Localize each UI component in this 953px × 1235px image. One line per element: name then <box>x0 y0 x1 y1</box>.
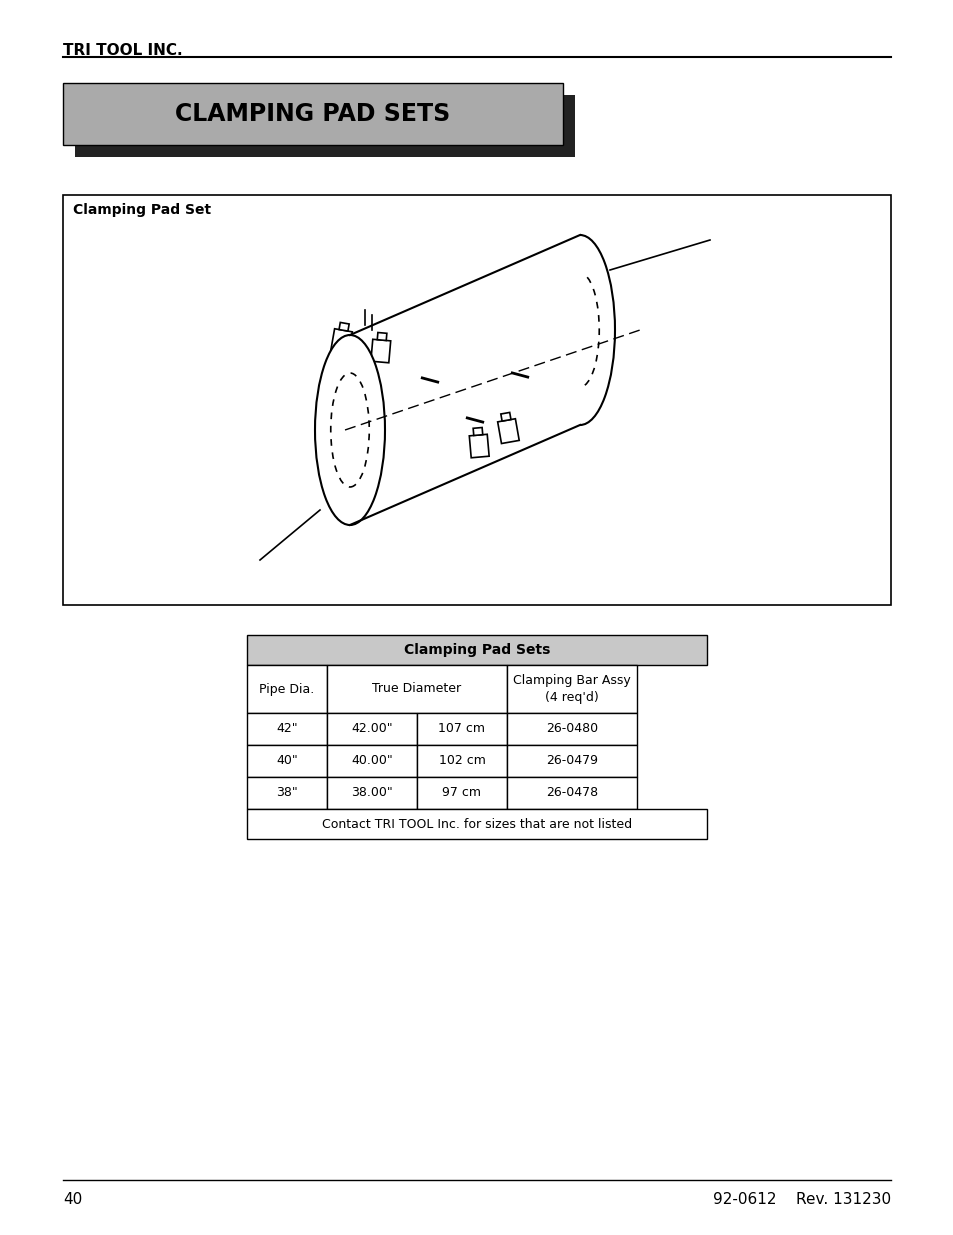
Bar <box>327 664 506 713</box>
Text: True Diameter: True Diameter <box>372 683 461 695</box>
Bar <box>338 322 349 331</box>
Bar <box>500 412 511 421</box>
Bar <box>247 745 327 777</box>
Bar <box>247 713 327 745</box>
Text: 97 cm: 97 cm <box>442 787 481 799</box>
Bar <box>416 713 506 745</box>
Bar <box>247 809 706 839</box>
Bar <box>327 777 416 809</box>
Text: 92-0612    Rev. 131230: 92-0612 Rev. 131230 <box>712 1192 890 1207</box>
Text: 38.00": 38.00" <box>351 787 393 799</box>
Text: 42": 42" <box>276 722 297 736</box>
Text: TRI TOOL INC.: TRI TOOL INC. <box>63 43 182 58</box>
Bar <box>331 329 352 353</box>
Text: CLAMPING PAD SETS: CLAMPING PAD SETS <box>175 103 450 126</box>
Bar <box>506 664 637 713</box>
Text: 42.00": 42.00" <box>351 722 393 736</box>
Bar <box>247 777 327 809</box>
Bar <box>327 745 416 777</box>
Bar <box>376 332 387 341</box>
Text: Clamping Pad Sets: Clamping Pad Sets <box>403 643 550 657</box>
Bar <box>416 745 506 777</box>
Text: Clamping Pad Set: Clamping Pad Set <box>73 203 211 217</box>
Text: 40: 40 <box>63 1192 82 1207</box>
Text: Contact TRI TOOL Inc. for sizes that are not listed: Contact TRI TOOL Inc. for sizes that are… <box>321 818 632 830</box>
Bar <box>63 83 562 144</box>
Bar <box>506 777 637 809</box>
Ellipse shape <box>314 335 385 525</box>
Bar <box>327 713 416 745</box>
Text: 26-0480: 26-0480 <box>545 722 598 736</box>
Bar <box>247 664 327 713</box>
Text: 26-0479: 26-0479 <box>545 755 598 767</box>
Bar <box>416 777 506 809</box>
Text: 107 cm: 107 cm <box>438 722 485 736</box>
Bar <box>473 427 482 436</box>
Text: 40.00": 40.00" <box>351 755 393 767</box>
Bar <box>63 195 890 605</box>
Bar <box>506 713 637 745</box>
Bar <box>247 635 706 664</box>
Bar <box>506 745 637 777</box>
Bar <box>497 419 518 443</box>
Text: 26-0478: 26-0478 <box>545 787 598 799</box>
Text: 40": 40" <box>275 755 297 767</box>
Text: 38": 38" <box>275 787 297 799</box>
Bar <box>469 435 489 458</box>
Bar <box>371 340 391 363</box>
Ellipse shape <box>544 235 615 425</box>
Text: Clamping Bar Assy
(4 req'd): Clamping Bar Assy (4 req'd) <box>513 674 630 704</box>
Bar <box>75 95 575 157</box>
Text: Pipe Dia.: Pipe Dia. <box>259 683 314 695</box>
Text: 102 cm: 102 cm <box>438 755 485 767</box>
